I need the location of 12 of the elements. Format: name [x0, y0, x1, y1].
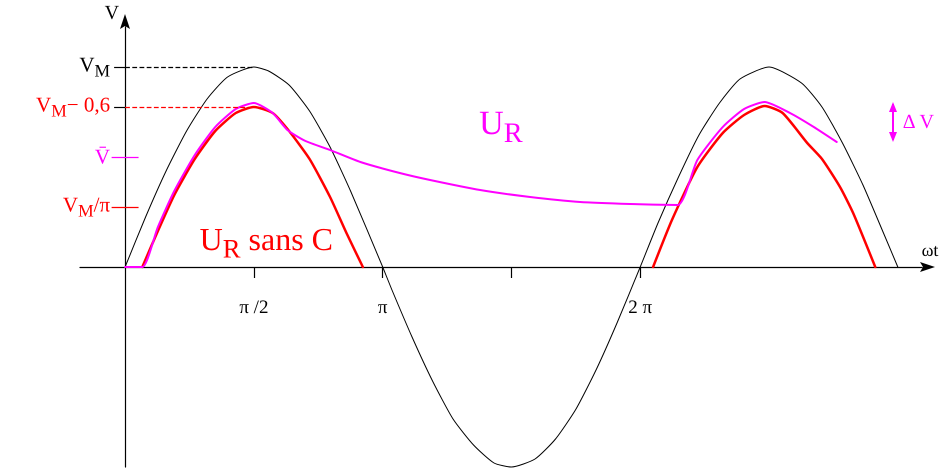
ref-line-label: V$_{M}$/π — [62, 192, 110, 221]
ref-line-label: V̄ — [94, 144, 110, 169]
x-tick-label: π — [378, 297, 388, 318]
annotation: Δ V — [902, 111, 934, 133]
x-tick-label: 2 π — [628, 297, 652, 318]
series-label: U$_{R}$ sans C — [200, 221, 333, 264]
y-axis-title: V — [104, 2, 120, 24]
x-tick-label: π /2 — [239, 297, 268, 318]
series-label: U$_{R}$ — [479, 105, 523, 149]
ref-line-label: V$_{M}$ — [79, 52, 110, 81]
ref-line-label: V$_{M}$− 0,6 — [36, 92, 110, 121]
x-axis-title: ωt — [922, 240, 938, 260]
